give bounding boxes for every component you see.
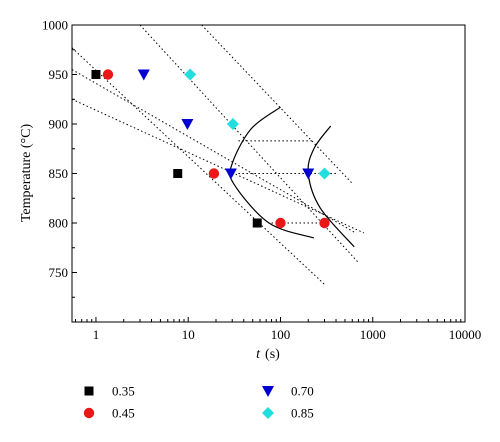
y-tick-label: 750: [49, 265, 69, 280]
data-point-0-45: [275, 217, 286, 229]
data-point-0-70: [302, 168, 315, 180]
data-point-0-35: [91, 70, 101, 79]
dotted-line-4: [201, 24, 353, 184]
legend-label: 0.70: [291, 384, 314, 399]
legend-marker-0-85: [262, 407, 274, 419]
legend-label: 0.45: [112, 406, 135, 421]
data-point-0-85: [318, 167, 331, 180]
legend: 0.35 0.45 0.70 0.85: [83, 384, 314, 421]
data-point-0-45: [319, 217, 330, 229]
y-tick-label: 1000: [42, 18, 68, 33]
x-axis-variable: t: [256, 347, 261, 362]
plot-annotations: [71, 24, 365, 285]
axis-ticks: 1 10 100 1000 10000 750 800 850 900 950 1000: [42, 18, 481, 343]
dotted-line-2: [71, 98, 365, 234]
y-axis-title: Temperature (°C): [19, 124, 34, 223]
x-tick-label: 1000: [360, 327, 386, 342]
y-tick-label: 850: [49, 166, 69, 181]
dotted-line-1: [71, 69, 356, 234]
legend-label: 0.85: [291, 406, 314, 421]
x-tick-label: 10000: [449, 327, 482, 342]
data-point-0-85: [184, 68, 197, 81]
legend-marker-0-45: [83, 407, 95, 419]
data-point-0-45: [208, 168, 220, 179]
data-point-0-35: [252, 218, 262, 228]
dotted-line-0: [71, 47, 325, 285]
data-point-0-85: [226, 118, 239, 130]
y-tick-label: 950: [49, 67, 69, 82]
data-point-0-70: [224, 168, 237, 180]
x-tick-label: 100: [271, 327, 291, 342]
y-tick-label: 900: [49, 117, 69, 132]
data-point-0-70: [181, 119, 194, 130]
legend-label: 0.35: [112, 384, 135, 399]
data-point-0-35: [173, 169, 183, 178]
x-tick-label: 1: [93, 327, 100, 342]
y-tick-label: 800: [49, 216, 69, 231]
x-axis-unit: (s): [265, 347, 280, 362]
plot-frame: [71, 24, 466, 323]
data-point-0-45: [102, 69, 114, 80]
legend-marker-0-35: [84, 386, 94, 396]
x-axis-title: t (s): [256, 347, 280, 362]
legend-marker-0-70: [262, 386, 274, 397]
transformation-curve-0: [228, 106, 315, 239]
data-points: [91, 68, 331, 229]
x-tick-label: 10: [182, 327, 195, 342]
data-point-0-70: [137, 69, 150, 81]
